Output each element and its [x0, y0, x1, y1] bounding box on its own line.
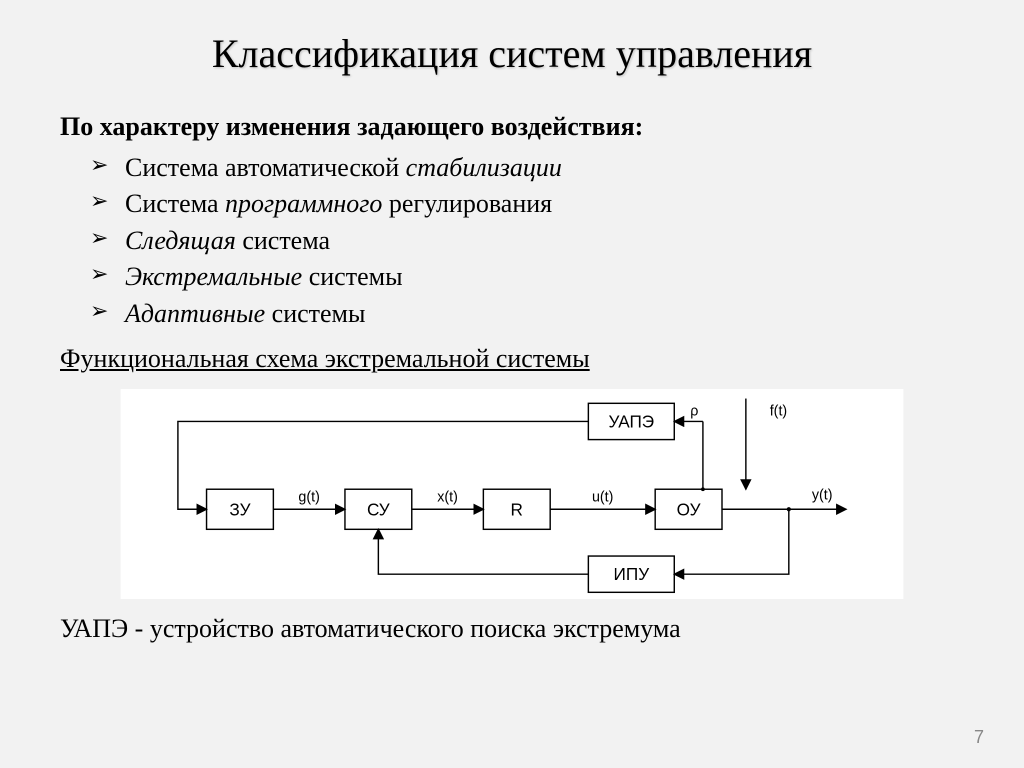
page-number: 7: [974, 727, 984, 748]
svg-text:ρ: ρ: [690, 404, 698, 420]
svg-text:СУ: СУ: [367, 499, 390, 519]
svg-text:g(t): g(t): [298, 490, 319, 506]
diagram: ЗУ СУ R ОУ УАПЭ ИПУ g(t) x(t) u(t) y(t) f(t) ρ: [102, 389, 922, 599]
section-label: Функциональная схема экстремальной систе…: [60, 344, 964, 374]
svg-text:ЗУ: ЗУ: [229, 499, 250, 519]
svg-text:ОУ: ОУ: [677, 499, 701, 519]
svg-text:f(t): f(t): [770, 404, 787, 420]
list-item: Система программного регулирования: [90, 186, 964, 222]
svg-text:ИПУ: ИПУ: [614, 564, 650, 584]
footer-text: УАПЭ - устройство автоматического поиска…: [60, 614, 964, 644]
list-item: Экстремальные системы: [90, 259, 964, 295]
bullet-list: Система автоматической стабилизации Сист…: [60, 150, 964, 332]
svg-text:x(t): x(t): [437, 490, 458, 506]
list-item: Следящая система: [90, 223, 964, 259]
svg-text:y(t): y(t): [812, 488, 833, 504]
svg-text:R: R: [511, 499, 523, 519]
svg-text:УАПЭ: УАПЭ: [608, 411, 654, 431]
subtitle: По характеру изменения задающего воздейс…: [60, 112, 964, 142]
list-item: Адаптивные системы: [90, 296, 964, 332]
page-title: Классификация систем управления: [60, 30, 964, 77]
svg-text:u(t): u(t): [592, 490, 613, 506]
list-item: Система автоматической стабилизации: [90, 150, 964, 186]
